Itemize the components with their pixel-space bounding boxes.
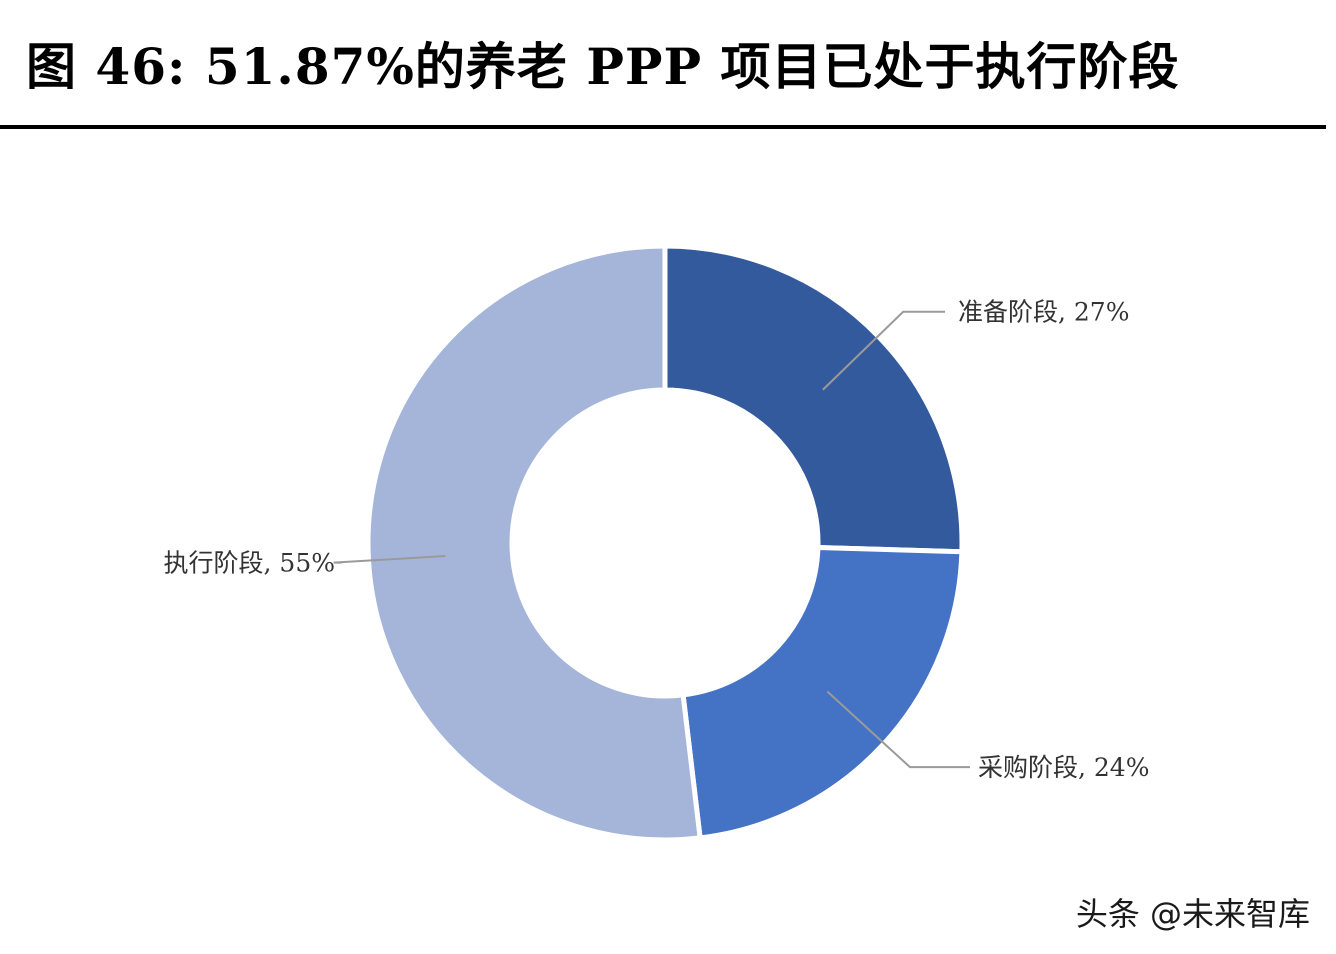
title-divider [0, 125, 1326, 129]
page-title: 图 46: 51.87%的养老 PPP 项目已处于执行阶段 [26, 37, 1180, 96]
slice-label-2: 采购阶段, 24% [978, 753, 1149, 782]
leader-line-2 [826, 690, 970, 769]
leader-line-1 [822, 310, 945, 391]
donut-slice-1 [662, 243, 965, 555]
donut-slice-2 [680, 544, 965, 841]
watermark: 头条 @未来智库 [1075, 895, 1310, 933]
donut-slice-3 [365, 243, 703, 843]
slice-label-3: 执行阶段, 55% [164, 549, 335, 578]
leader-line-3 [333, 555, 446, 564]
slice-label-1: 准备阶段, 27% [958, 298, 1129, 327]
